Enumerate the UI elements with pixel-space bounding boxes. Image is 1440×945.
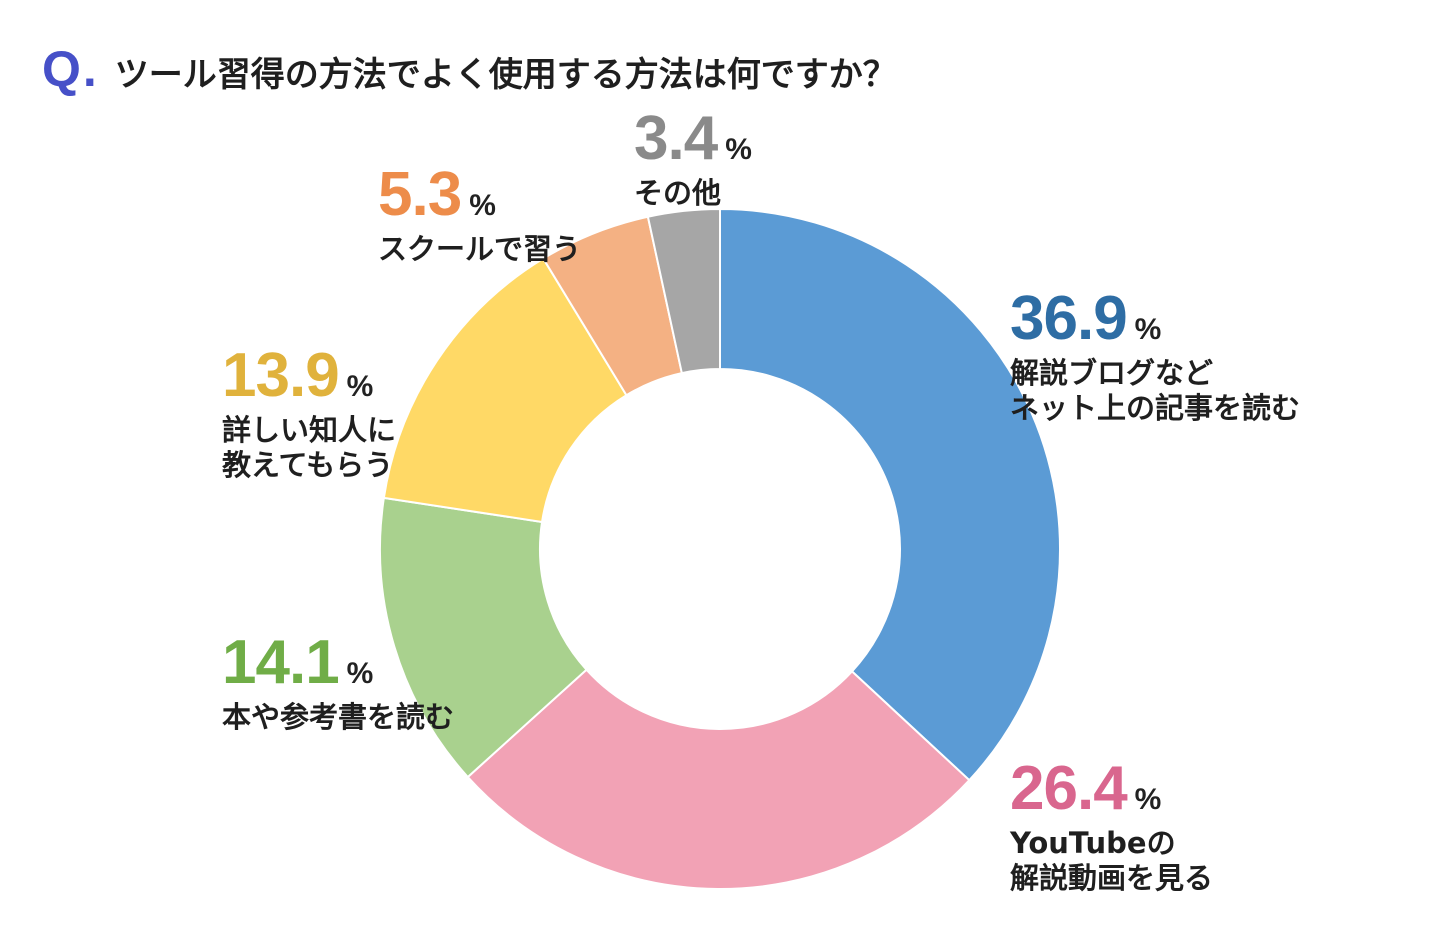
pct-value: 14.1 (222, 628, 340, 697)
label-youtube-videos: 26.4 % YouTubeの 解説動画を見る (1010, 758, 1213, 896)
chart-header: Q. ツール習得の方法でよく使用する方法は何ですか？ (42, 40, 897, 98)
pct-unit: % (1134, 313, 1162, 346)
label-school: 5.3 % スクールで習う (378, 164, 581, 267)
category-label: ネット上の記事を読む (1010, 390, 1301, 425)
category-label: 教えてもらう (222, 447, 394, 482)
category-label: 解説ブログなど (1010, 356, 1214, 390)
label-blog-articles: 36.9 % 解説ブログなど ネット上の記事を読む (1010, 288, 1300, 426)
donut-slice-other (646, 207, 721, 375)
donut-slice-blog-articles (719, 207, 1061, 782)
label-other: 3.4 % その他 (634, 108, 752, 211)
pct-value: 13.9 (222, 341, 340, 410)
pct-unit: % (346, 657, 374, 690)
category-label: その他 (634, 176, 722, 210)
pct-value: 36.9 (1010, 284, 1128, 353)
pct-value: 3.4 (634, 104, 718, 173)
pct-unit: % (469, 189, 496, 222)
pct-unit: % (1134, 783, 1162, 816)
category-label: 詳しい知人に (222, 413, 397, 447)
pct-unit: % (346, 370, 374, 403)
donut-slice-youtube-videos (466, 668, 971, 890)
category-label: 解説動画を見る (1010, 860, 1214, 895)
question-title: ツール習得の方法でよく使用する方法は何ですか？ (114, 55, 897, 95)
donut-slice-books (379, 496, 588, 779)
label-books: 14.1 % 本や参考書を読む (222, 632, 454, 735)
pct-value: 5.3 (378, 160, 462, 229)
pct-unit: % (725, 133, 752, 166)
category-label: 本や参考書を読む (222, 700, 455, 734)
donut-slice-knowledgeable-acquaintance (382, 257, 628, 524)
label-knowledgeable-acquaintance: 13.9 % 詳しい知人に 教えてもらう (222, 345, 396, 483)
pct-value: 26.4 (1010, 754, 1128, 823)
question-marker: Q. (42, 41, 99, 97)
category-label: YouTubeの (1010, 826, 1176, 860)
category-label: スクールで習う (378, 232, 582, 266)
